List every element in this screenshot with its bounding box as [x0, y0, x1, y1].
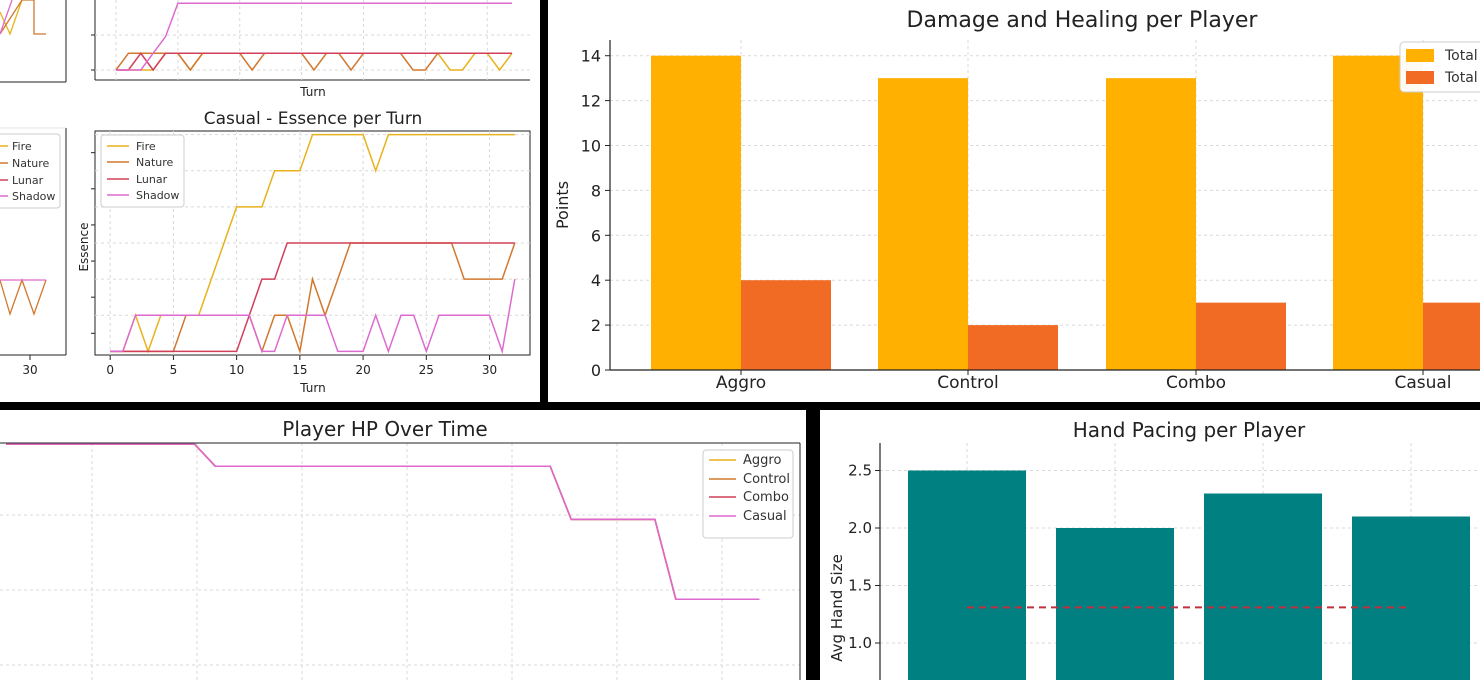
casual-xtick-label: 30: [482, 363, 497, 377]
damage-healing-title: Damage and Healing per Player: [907, 8, 1259, 33]
bar-aggro-healing: [741, 280, 831, 370]
hand-pacing-y-axis-label: Avg Hand Size: [828, 554, 846, 662]
legend-swatch-heal: [1406, 71, 1434, 84]
bar-aggro-damage: [651, 55, 741, 370]
bar-casual-damage: [1333, 55, 1423, 370]
hp-legend-casual: Casual: [743, 509, 787, 524]
hand-pacing-title: Hand Pacing per Player: [1073, 418, 1306, 442]
bar-control-damage: [878, 78, 968, 370]
casual-xtick-label: 10: [229, 363, 244, 377]
bar-control-hand-size: [1056, 528, 1174, 680]
casual-legend-nature: Nature: [136, 156, 174, 169]
legend-damage-label: Total: [1444, 48, 1478, 64]
left-legend-lunar: Lunar: [12, 174, 44, 187]
bar-casual-healing: [1423, 302, 1480, 370]
left-legend-fire: Fire: [12, 140, 32, 153]
casual-legend-lunar: Lunar: [136, 173, 168, 186]
hp-line-aggro: [6, 443, 760, 600]
left-legend-nature: Nature: [12, 157, 50, 170]
casual-essence-line-lunar: [110, 242, 515, 353]
damage-healing-ytick-label: 14: [581, 47, 601, 66]
left-xtick-label: 30: [22, 363, 37, 377]
casual-xtick-label: 20: [355, 363, 370, 377]
casual-x-axis-label: Turn: [299, 381, 325, 395]
hand-pacing-svg: Hand Pacing per Player 1.0 1.5 2.0 2.5 Avg …: [828, 418, 1480, 680]
casual-xtick-label: 5: [170, 363, 178, 377]
left-legend-shadow: Shadow: [12, 190, 55, 203]
bar-combo-hand-size: [1204, 493, 1322, 680]
upper-essence-line-fire: [116, 52, 513, 72]
left-partial-chart: 30 Fire Nature Lunar Shadow: [0, 0, 67, 377]
damage-healing-xtick-label: Casual: [1394, 373, 1451, 393]
damage-healing-ytick-label: 2: [591, 316, 601, 335]
hp-svg: Player HP Over Time Aggro Control Combo …: [0, 417, 801, 680]
casual-y-axis-label: Essence: [77, 222, 91, 271]
hp-legend-aggro: Aggro: [743, 453, 781, 468]
casual-essence-title: Casual - Essence per Turn: [204, 109, 423, 129]
legend-swatch-damage: [1406, 49, 1434, 62]
hand-pacing-ytick-label: 1.5: [848, 577, 872, 595]
damage-healing-xtick-label: Control: [937, 373, 998, 393]
damage-healing-ytick-label: 10: [581, 137, 601, 156]
hp-legend-control: Control: [743, 472, 790, 487]
hand-pacing-ytick-label: 1.0: [848, 634, 872, 652]
essence-panel: 30 Fire Nature Lunar Shadow: [0, 0, 540, 402]
casual-legend: Fire Nature Lunar Shadow: [100, 134, 185, 208]
upper-x-axis-label: Turn: [299, 85, 325, 99]
casual-xtick-label: 0: [106, 363, 114, 377]
bar-aggro-hand-size: [908, 470, 1026, 680]
damage-healing-ytick-label: 4: [591, 271, 601, 290]
damage-healing-ytick-label: 6: [591, 226, 601, 245]
bar-combo-healing: [1196, 302, 1286, 370]
damage-healing-ytick-label: 12: [581, 92, 601, 111]
damage-healing-svg: Damage and Healing per Player 0 2 4 6 8 10 12 1…: [553, 8, 1480, 393]
upper-essence-line-nature: [115, 52, 512, 72]
essence-charts-svg: 30 Fire Nature Lunar Shadow: [0, 0, 531, 395]
casual-legend-shadow: Shadow: [136, 189, 179, 202]
left-legend: Fire Nature Lunar Shadow: [0, 133, 61, 209]
upper-essence-line-shadow: [116, 2, 512, 71]
damage-healing-panel: Damage and Healing per Player 0 2 4 6 8 10 12 1…: [548, 0, 1480, 402]
hand-pacing-ytick-label: 2.5: [848, 462, 872, 480]
hp-panel: Player HP Over Time Aggro Control Combo …: [0, 410, 806, 680]
damage-healing-legend: Total Total: [1399, 41, 1480, 93]
casual-xtick-label: 15: [292, 363, 307, 377]
upper-essence-chart: Turn: [91, 0, 530, 99]
casual-essence-line-shadow: [110, 278, 516, 355]
bar-combo-damage: [1106, 78, 1196, 370]
damage-healing-ytick-label: 8: [591, 181, 601, 200]
hp-legend: Aggro Control Combo Casual: [702, 449, 794, 539]
upper-essence-line-lunar: [116, 52, 512, 72]
casual-xtick-label: 25: [419, 363, 434, 377]
hp-line-combo: [6, 443, 760, 600]
damage-healing-y-axis-label: Points: [553, 181, 572, 229]
bar-control-healing: [968, 325, 1058, 370]
casual-essence-line-nature: [110, 242, 516, 355]
hp-legend-combo: Combo: [743, 490, 789, 505]
hp-line-control: [6, 443, 760, 600]
hp-title: Player HP Over Time: [282, 417, 487, 441]
hand-pacing-ytick-label: 2.0: [848, 519, 872, 537]
damage-healing-xtick-label: Aggro: [716, 373, 766, 393]
legend-heal-label: Total: [1444, 70, 1478, 86]
hand-pacing-panel: Hand Pacing per Player 1.0 1.5 2.0 2.5 Avg …: [820, 410, 1480, 680]
damage-healing-ytick-label: 0: [591, 361, 601, 380]
bar-casual-hand-size: [1352, 516, 1470, 680]
hp-line-casual: [6, 443, 760, 600]
casual-essence-chart: Casual - Essence per Turn 0 5 10 15 20 25 30 T…: [77, 109, 531, 395]
casual-legend-fire: Fire: [136, 140, 156, 153]
damage-healing-xtick-label: Combo: [1166, 373, 1226, 393]
